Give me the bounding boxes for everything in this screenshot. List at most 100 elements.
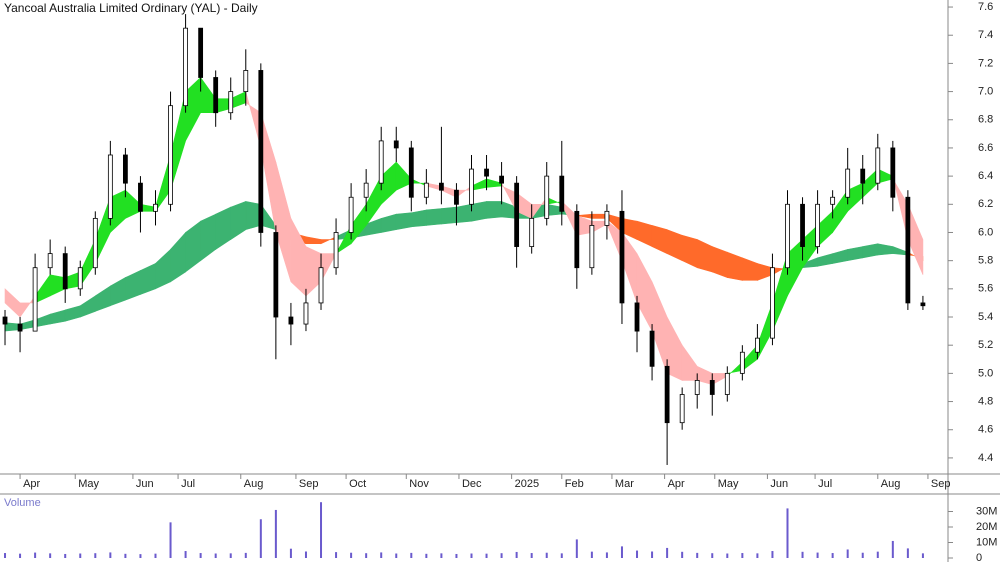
candle-body [333, 232, 339, 269]
candle-body [574, 210, 580, 269]
volume-bar [109, 552, 112, 558]
volume-bar [470, 553, 473, 558]
volume-bar [560, 553, 563, 558]
x-tick-label: Nov [409, 478, 429, 490]
candle-body [544, 175, 550, 219]
candle-body [183, 27, 188, 107]
volume-bar [891, 540, 894, 558]
volume-bar [229, 553, 232, 558]
candle-body [62, 253, 68, 290]
volume-bar [485, 553, 488, 558]
x-tick-label: Jul [181, 478, 195, 490]
volume-bar [304, 551, 307, 558]
volume-bar [831, 553, 834, 558]
x-tick-label: May [78, 478, 99, 490]
volume-bar [350, 552, 353, 558]
candle-body [122, 154, 128, 184]
x-tick-label: Aug [244, 478, 264, 490]
candle-body [619, 210, 625, 304]
candle-body [679, 394, 685, 424]
candle-body [423, 182, 429, 198]
ribbon-segment [441, 206, 457, 225]
volume-tick-label: 10M [976, 536, 997, 548]
candle-body [454, 189, 459, 205]
volume-bar [139, 554, 142, 558]
candle-body [348, 196, 354, 233]
ribbon-segment [456, 203, 472, 223]
volume-tick-label: 20M [976, 521, 997, 533]
y-tick-label: 6.4 [978, 170, 993, 182]
y-tick-label: 6.2 [978, 198, 993, 210]
x-tick-label: Oct [349, 478, 366, 490]
volume-bar [184, 551, 187, 558]
volume-bar [19, 553, 22, 558]
ribbon-segment [426, 208, 442, 226]
candle-body [92, 217, 98, 269]
volume-bar [365, 553, 368, 558]
candle-body [860, 168, 866, 184]
volume-bar [666, 547, 669, 558]
candle-body [604, 210, 610, 226]
volume-bar [786, 508, 789, 558]
candle-body [649, 330, 655, 367]
candle-body [739, 351, 745, 374]
candle-body [258, 70, 264, 233]
volume-bar [124, 553, 127, 558]
volume-bar [455, 553, 458, 558]
candle-body [754, 337, 760, 353]
volume-bar [320, 502, 323, 558]
candle-body [529, 217, 535, 247]
candle-body [17, 323, 23, 332]
candle-body [724, 372, 730, 395]
volume-bar [515, 551, 518, 558]
y-tick-label: 7.2 [978, 57, 993, 69]
candle-body [845, 168, 851, 198]
x-tick-label: Dec [462, 478, 482, 490]
candle-body [514, 182, 520, 247]
candle-body [785, 203, 790, 269]
candle-body [484, 168, 489, 177]
candle-body [288, 316, 294, 325]
volume-bar [244, 552, 247, 558]
volume-bar [4, 553, 7, 558]
volume-label: Volume [4, 497, 41, 509]
candle-body [213, 77, 219, 114]
volume-bar [906, 548, 909, 558]
volume-bar [681, 551, 684, 558]
volume-bar [711, 553, 714, 558]
volume-bar [530, 553, 533, 558]
y-tick-label: 6.0 [978, 226, 993, 238]
volume-bar [49, 553, 52, 558]
x-tick-label: Mar [615, 478, 634, 490]
ribbon-segment [847, 246, 864, 262]
candle-body [815, 203, 820, 247]
volume-bar [846, 549, 849, 558]
candle-body [303, 302, 309, 325]
candle-body [438, 182, 444, 191]
candle-body [243, 70, 249, 92]
volume-bar [816, 552, 819, 558]
y-tick-label: 7.6 [978, 1, 993, 13]
volume-bar [651, 551, 654, 558]
x-tick-label: Jul [818, 478, 832, 490]
volume-bar [154, 553, 157, 558]
candle-body [469, 168, 474, 205]
y-tick-label: 6.8 [978, 114, 993, 126]
volume-bar [771, 551, 774, 558]
x-tick-label: May [718, 478, 739, 490]
x-tick-label: Apr [23, 478, 40, 490]
candle-body [559, 175, 565, 212]
x-tick-label: Sep [299, 478, 319, 490]
candle-body [228, 91, 234, 114]
volume-bar [335, 552, 338, 558]
volume-bar [289, 548, 292, 558]
candle-body [107, 154, 113, 219]
candle-body [920, 302, 926, 307]
volume-bar [575, 539, 578, 558]
candle-body [363, 182, 369, 198]
volume-bar [259, 519, 262, 558]
chart-title: Yancoal Australia Limited Ordinary (YAL)… [4, 1, 258, 15]
candle-body [168, 105, 173, 205]
